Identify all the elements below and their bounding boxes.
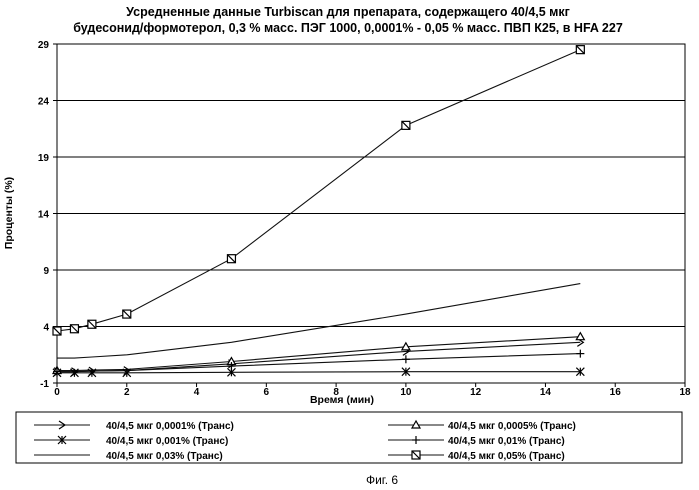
marker-square bbox=[402, 121, 410, 129]
marker-square bbox=[123, 310, 131, 318]
legend-label: 40/4,5 мкг 0,03% (Транс) bbox=[106, 451, 223, 462]
legend-label: 40/4,5 мкг 0,001% (Транс) bbox=[106, 436, 228, 447]
marker-square bbox=[576, 46, 584, 54]
chart-title-line-1: Усредненные данные Turbiscan для препара… bbox=[126, 5, 570, 19]
legend-label: 40/4,5 мкг 0,05% (Транс) bbox=[448, 451, 565, 462]
marker-square bbox=[412, 451, 420, 459]
x-tick-label: 2 bbox=[124, 387, 130, 398]
legend-label: 40/4,5 мкг 0,0001% (Транс) bbox=[106, 421, 234, 432]
legend-label: 40/4,5 мкг 0,0005% (Транс) bbox=[448, 421, 576, 432]
marker-square bbox=[70, 325, 78, 333]
figure-caption: Фиг. 6 bbox=[366, 473, 398, 487]
x-tick-label: 18 bbox=[679, 387, 691, 398]
y-tick-label: 14 bbox=[38, 210, 50, 221]
marker-square bbox=[88, 320, 96, 328]
marker-square bbox=[227, 255, 235, 263]
x-tick-label: 6 bbox=[264, 387, 270, 398]
y-tick-label: 29 bbox=[38, 40, 50, 51]
y-axis-label: Проценты (%) bbox=[3, 177, 15, 249]
x-tick-label: 4 bbox=[194, 387, 200, 398]
chart-title-line-2: будесонид/формотерол, 0,3 % масс. ПЭГ 10… bbox=[73, 21, 623, 35]
marker-square bbox=[53, 327, 61, 335]
y-tick-label: 4 bbox=[43, 323, 49, 334]
y-tick-label: 24 bbox=[38, 97, 50, 108]
x-tick-label: 14 bbox=[540, 387, 552, 398]
x-tick-label: 12 bbox=[470, 387, 482, 398]
x-tick-label: 10 bbox=[400, 387, 412, 398]
x-tick-label: 0 bbox=[54, 387, 60, 398]
x-tick-label: 16 bbox=[610, 387, 622, 398]
y-tick-label: -1 bbox=[40, 379, 49, 390]
x-axis-label: Время (мин) bbox=[310, 394, 374, 406]
legend-label: 40/4,5 мкг 0,01% (Транс) bbox=[448, 436, 565, 447]
y-tick-label: 19 bbox=[38, 153, 50, 164]
y-tick-label: 9 bbox=[43, 266, 49, 277]
